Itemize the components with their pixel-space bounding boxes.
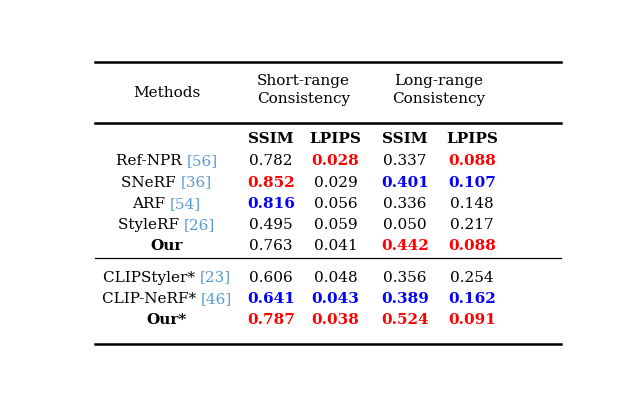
Text: 0.254: 0.254 (450, 270, 493, 284)
Text: [23]: [23] (200, 270, 231, 284)
Text: SSIM: SSIM (248, 132, 294, 146)
Text: StyleRF: StyleRF (118, 217, 184, 232)
Text: 0.043: 0.043 (312, 291, 360, 305)
Text: ARF: ARF (132, 196, 170, 210)
Text: 0.401: 0.401 (381, 175, 429, 189)
Text: 0.107: 0.107 (448, 175, 496, 189)
Text: LPIPS: LPIPS (446, 132, 498, 146)
Text: 0.816: 0.816 (247, 196, 295, 210)
Text: 0.038: 0.038 (312, 312, 360, 326)
Text: 0.029: 0.029 (314, 175, 357, 189)
Text: [36]: [36] (181, 175, 212, 189)
Text: Short-range
Consistency: Short-range Consistency (257, 74, 350, 106)
Text: 0.641: 0.641 (247, 291, 295, 305)
Text: Methods: Methods (133, 86, 200, 100)
Text: SNeRF: SNeRF (122, 175, 181, 189)
Text: 0.763: 0.763 (249, 239, 292, 253)
Text: Ref-NPR: Ref-NPR (116, 154, 186, 168)
Text: 0.442: 0.442 (381, 239, 429, 253)
Text: Long-range
Consistency: Long-range Consistency (392, 74, 485, 106)
Text: 0.852: 0.852 (247, 175, 295, 189)
Text: Our: Our (150, 239, 183, 253)
Text: CLIPStyler*: CLIPStyler* (103, 270, 200, 284)
Text: 0.217: 0.217 (450, 217, 493, 232)
Text: 0.091: 0.091 (448, 312, 496, 326)
Text: SSIM: SSIM (382, 132, 428, 146)
Text: 0.048: 0.048 (314, 270, 357, 284)
Text: 0.389: 0.389 (381, 291, 429, 305)
Text: CLIP-NeRF*: CLIP-NeRF* (102, 291, 201, 305)
Text: 0.088: 0.088 (448, 239, 496, 253)
Text: [54]: [54] (170, 196, 202, 210)
Text: 0.088: 0.088 (448, 154, 496, 168)
Text: 0.606: 0.606 (249, 270, 293, 284)
Text: [26]: [26] (184, 217, 216, 232)
Text: 0.336: 0.336 (383, 196, 427, 210)
Text: 0.782: 0.782 (249, 154, 292, 168)
Text: 0.028: 0.028 (312, 154, 359, 168)
Text: Our*: Our* (147, 312, 187, 326)
Text: 0.495: 0.495 (249, 217, 292, 232)
Text: [56]: [56] (186, 154, 218, 168)
Text: 0.356: 0.356 (383, 270, 427, 284)
Text: 0.337: 0.337 (383, 154, 427, 168)
Text: 0.050: 0.050 (383, 217, 427, 232)
Text: 0.148: 0.148 (450, 196, 493, 210)
Text: 0.041: 0.041 (314, 239, 357, 253)
Text: 0.059: 0.059 (314, 217, 357, 232)
Text: 0.524: 0.524 (381, 312, 429, 326)
Text: 0.162: 0.162 (448, 291, 496, 305)
Text: 0.056: 0.056 (314, 196, 357, 210)
Text: [46]: [46] (201, 291, 232, 305)
Text: 0.787: 0.787 (247, 312, 295, 326)
Text: LPIPS: LPIPS (310, 132, 362, 146)
